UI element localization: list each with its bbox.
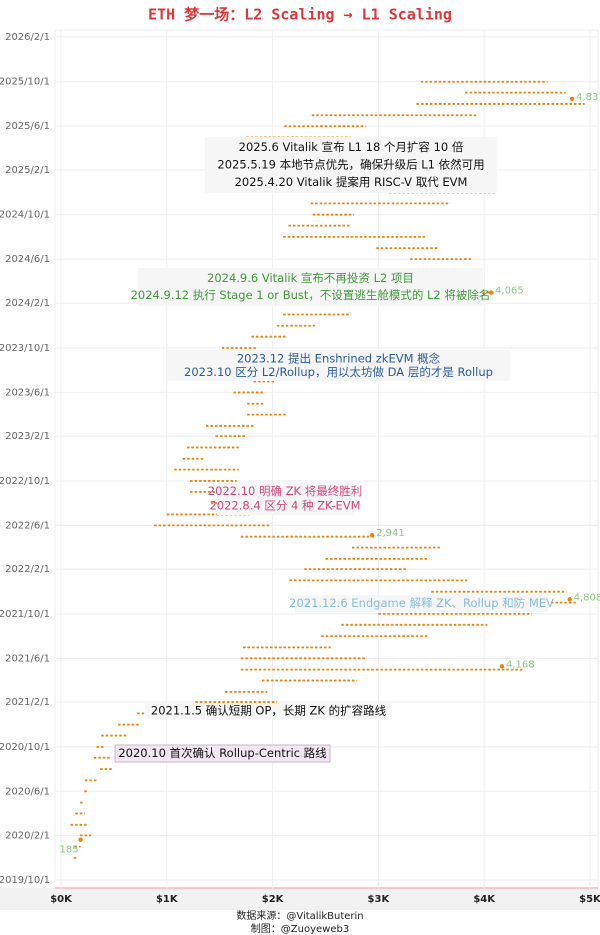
- annotation-box: [145, 703, 392, 719]
- x-tick-label: $2K: [262, 894, 285, 905]
- annotation-box: [217, 482, 353, 515]
- y-tick-label: 2020/10/1: [0, 742, 50, 753]
- x-tick-label: $1K: [156, 894, 179, 905]
- y-tick-label: 2025/2/1: [5, 165, 50, 176]
- highlight-point: [488, 290, 494, 295]
- highlight-label: 4,808: [574, 592, 600, 603]
- annotation-text: 2020.10 首次确认 Rollup-Centric 路线: [118, 746, 327, 760]
- highlight-label: 4,168: [506, 659, 535, 670]
- y-tick-label: 2023/2/1: [5, 431, 50, 442]
- annotation-text: 2025.4.20 Vitalik 提案用 RISC-V 取代 EVM: [235, 175, 468, 189]
- annotation-box: [205, 137, 497, 193]
- annotation-text: 2023.12 提出 Enshrined zkEVM 概念: [237, 351, 441, 365]
- highlight-label: 4,065: [495, 286, 524, 297]
- annotation-text: 2024.9.12 执行 Stage 1 or Bust，不设置逃生舱模式的 L…: [131, 288, 491, 302]
- annotation-text: 2025.5.19 本地节点优先，确保升级后 L1 依然可用: [217, 158, 484, 172]
- highlight-label: 185: [60, 845, 79, 856]
- annotation-text: 2025.6 Vitalik 宣布 L1 18 个月扩容 10 倍: [239, 140, 464, 154]
- footer-author: 制图：@Zuoyeweb3: [251, 922, 349, 935]
- x-tick-label: $4K: [473, 894, 496, 905]
- annotation-box: [167, 350, 510, 381]
- highlight-point: [78, 837, 83, 842]
- annotation-text: 2023.10 区分 L2/Rollup，用以太坊做 DA 层的才是 Rollu…: [184, 365, 493, 379]
- y-tick-label: 2022/2/1: [5, 564, 50, 575]
- y-tick-label: 2024/2/1: [5, 298, 50, 309]
- chart-title: ETH 梦一场：L2 Scaling → L1 Scaling: [148, 6, 452, 24]
- y-tick-label: 2022/10/1: [0, 476, 50, 487]
- annotation-box: [295, 595, 548, 612]
- highlight-point: [499, 664, 505, 669]
- annotation-text: 2024.9.6 Vitalik 宣布不再投资 L2 项目: [207, 271, 414, 285]
- y-tick-label: 2023/10/1: [0, 343, 50, 354]
- y-tick-label: 2020/2/1: [5, 830, 50, 841]
- y-tick-label: 2026/2/1: [5, 32, 50, 43]
- highlight-point: [567, 597, 572, 602]
- x-tick-label: $0K: [50, 894, 73, 905]
- annotation-box: [138, 268, 483, 306]
- y-tick-label: 2024/10/1: [0, 210, 50, 221]
- x-tick-label: $3K: [368, 894, 391, 905]
- y-tick-label: 2024/6/1: [5, 254, 50, 265]
- highlight-label: 2,941: [376, 528, 405, 539]
- y-tick-label: 2023/6/1: [5, 387, 50, 398]
- y-tick-label: 2021/10/1: [0, 609, 50, 620]
- x-axis-band: [0, 888, 600, 910]
- x-tick-label: $5K: [579, 894, 600, 905]
- highlight-point: [569, 96, 575, 102]
- annotation-text: 2022.8.4 区分 4 种 ZK-EVM: [209, 498, 360, 512]
- y-tick-label: 2019/10/1: [0, 875, 50, 886]
- y-tick-label: 2025/10/1: [0, 77, 50, 88]
- y-tick-label: 2025/6/1: [5, 121, 50, 132]
- footer-source: 数据来源：@VitalikButerin: [236, 909, 363, 922]
- annotation-box: [114, 744, 331, 763]
- y-tick-label: 2021/2/1: [5, 697, 50, 708]
- y-tick-label: 2021/6/1: [5, 653, 50, 664]
- highlight-label: 4,831: [576, 92, 600, 103]
- annotation-text: 2021.12.6 Endgame 解释 ZK、Rollup 和防 MEV: [289, 596, 554, 610]
- annotation-text: 2022.10 明确 ZK 将最终胜利: [208, 484, 362, 498]
- annotation-text: 2021.1.5 确认短期 OP，长期 ZK 的扩容路线: [151, 704, 387, 718]
- y-tick-label: 2022/6/1: [5, 520, 50, 531]
- y-tick-label: 2020/6/1: [5, 786, 50, 797]
- highlight-point: [369, 533, 375, 538]
